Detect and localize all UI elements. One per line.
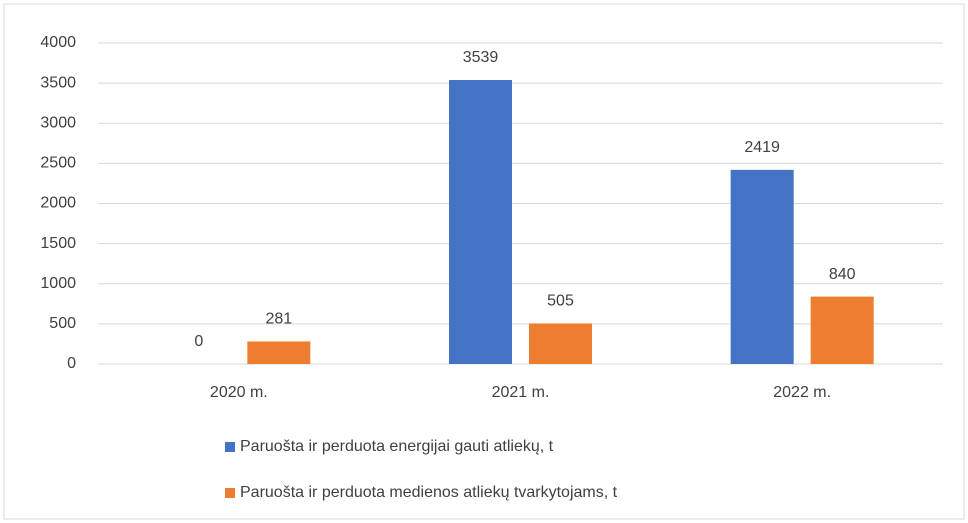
data-label: 505 [547,293,574,310]
data-label: 840 [829,266,856,283]
bar [730,169,794,364]
y-tick-label: 0 [67,355,76,372]
data-label: 2419 [744,139,780,156]
y-tick-label: 500 [49,315,76,332]
legend-swatch [225,442,235,452]
bar [247,341,311,364]
y-tick-label: 2500 [40,155,76,172]
legend-label: Paruošta ir perduota medienos atliekų tv… [240,484,618,501]
y-tick-label: 4000 [40,34,76,51]
y-tick-label: 2000 [40,195,76,212]
x-tick-label: 2020 m. [210,384,268,401]
x-tick-label: 2021 m. [492,384,550,401]
x-tick-label: 2022 m. [773,384,831,401]
y-tick-label: 3000 [40,114,76,131]
y-tick-label: 1000 [40,275,76,292]
bar [529,323,592,364]
y-tick-label: 1500 [40,235,76,252]
data-label: 0 [194,333,203,350]
legend-label: Paruošta ir perduota energijai gauti atl… [240,438,554,455]
bar [449,79,512,365]
bar [810,296,874,364]
legend-swatch [225,488,235,498]
data-label: 281 [265,311,292,328]
data-label: 3539 [463,49,499,66]
y-tick-label: 3500 [40,74,76,91]
